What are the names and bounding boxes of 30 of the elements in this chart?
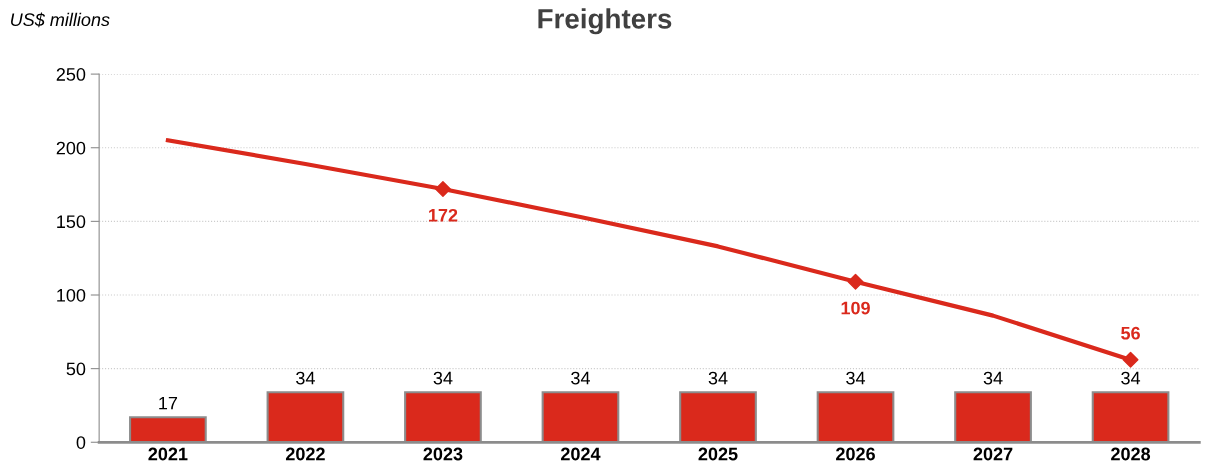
data-label: 109	[841, 301, 870, 315]
x-tick-label: 2025	[698, 447, 738, 461]
x-tick-label: 2023	[423, 447, 463, 461]
x-tick-label: 2026	[836, 447, 875, 461]
y-tick-label: 150	[57, 215, 86, 229]
y-tick-label: 0	[76, 436, 86, 449]
x-tick-label: 2024	[561, 447, 601, 461]
chart-title: Freighters	[538, 8, 672, 35]
y-tick-label: 100	[57, 288, 86, 302]
y-tick-label: 50	[66, 362, 86, 376]
x-tick-label: 2021	[148, 447, 188, 461]
point	[847, 273, 864, 290]
y-tick-label: 200	[56, 141, 86, 155]
data-label: 34	[708, 371, 728, 385]
data-label: 34	[433, 371, 453, 385]
point	[1122, 351, 1139, 368]
data-label: 34	[1121, 371, 1141, 385]
data-label: 17	[159, 396, 178, 410]
data-label: 34	[571, 371, 590, 385]
y-axis-title: US$ millions	[11, 12, 110, 28]
data-label: 34	[296, 371, 315, 385]
data-label: 56	[1121, 326, 1140, 340]
data-label: 172	[429, 208, 458, 222]
x-tick-label: 2027	[973, 447, 1013, 461]
x-tick-label: 2022	[285, 447, 325, 461]
x-tick-label: 2028	[1111, 447, 1151, 461]
data-label: 34	[983, 371, 1003, 385]
y-tick-label: 250	[56, 68, 86, 81]
data-label: 34	[846, 371, 866, 385]
point	[434, 180, 451, 197]
